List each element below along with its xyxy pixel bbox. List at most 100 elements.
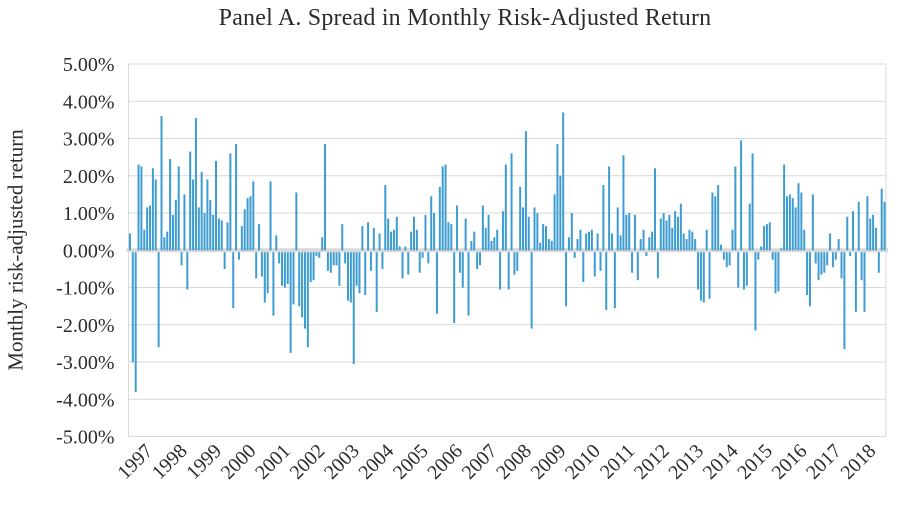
bar [171,214,174,251]
y-tick-label: 3.00% [63,129,115,151]
bar [866,196,869,251]
bar [702,252,705,303]
bar [174,199,177,251]
bar [163,237,166,251]
bar [347,252,350,301]
bar [829,233,832,251]
bar [421,252,424,258]
bar [522,207,525,251]
bar [369,252,372,271]
x-tick-label: 1998 [148,440,192,484]
bar [206,179,209,251]
bar [811,194,814,251]
bar [286,252,289,284]
bar [556,144,559,251]
bar [613,252,616,309]
bar [527,216,530,251]
bar [473,231,476,251]
bar [831,252,834,268]
bar [309,252,312,283]
bar [651,231,654,251]
y-tick-label: 2.00% [63,166,115,188]
bar [788,194,791,251]
y-tick-label: -2.00% [56,315,114,337]
bar [355,252,358,286]
bar [547,239,550,251]
bar [424,214,427,251]
y-tick-label: 4.00% [63,91,115,113]
bar [306,252,309,348]
bar [874,227,877,251]
bar [679,203,682,251]
bar [530,252,533,329]
bar [567,237,570,251]
y-tick-label: 5.00% [63,54,115,76]
bar [765,224,768,251]
bar [780,248,783,251]
bar [258,224,261,251]
bar [582,252,585,283]
bar [869,218,872,251]
bar [636,252,639,281]
bar [490,240,493,251]
bar [579,229,582,251]
bar [645,252,648,256]
bar [140,166,143,251]
bar [590,229,593,251]
bar [418,252,421,273]
bar [791,198,794,251]
bar [392,229,395,251]
bar [610,233,613,251]
y-axis-title: Monthly risk-adjusted return [3,129,28,371]
bar [197,207,200,251]
bar [616,207,619,251]
bar [533,207,536,251]
bar [430,196,433,251]
bar [714,196,717,251]
x-tick-label: 2017 [802,440,846,484]
bar [220,220,223,251]
bar [295,192,298,251]
x-tick-label: 2016 [768,440,812,484]
bar [742,252,745,290]
bar [722,252,725,260]
bar [149,205,152,251]
bar [768,222,771,251]
bar [453,252,456,324]
bar [398,246,401,251]
bar [860,252,863,281]
x-tick-label: 2007 [458,440,502,484]
bar [823,252,826,273]
bar [303,252,306,329]
bar [387,218,390,251]
bar [501,211,504,251]
x-tick-label: 2004 [354,440,398,484]
bar [229,153,232,251]
bar [344,252,347,264]
bar [441,166,444,251]
bar [301,252,304,318]
bar [450,224,453,251]
bar [252,181,255,251]
x-tick-label: 2009 [527,440,571,484]
bar [315,252,318,256]
bar [542,224,545,251]
y-tick-label: 0.00% [63,240,115,262]
bar [367,222,370,251]
bar [659,218,662,251]
bar [237,252,240,260]
bar [777,252,780,292]
bar [725,252,728,268]
bar [318,252,321,258]
bar [496,229,499,251]
bar [880,188,883,251]
x-tick-label: 2010 [561,440,605,484]
bar [639,239,642,251]
bar [298,252,301,307]
bar [381,252,384,270]
bar [602,185,605,251]
bar [341,224,344,251]
bar [272,252,275,316]
bar [754,252,757,331]
bar [504,164,507,251]
